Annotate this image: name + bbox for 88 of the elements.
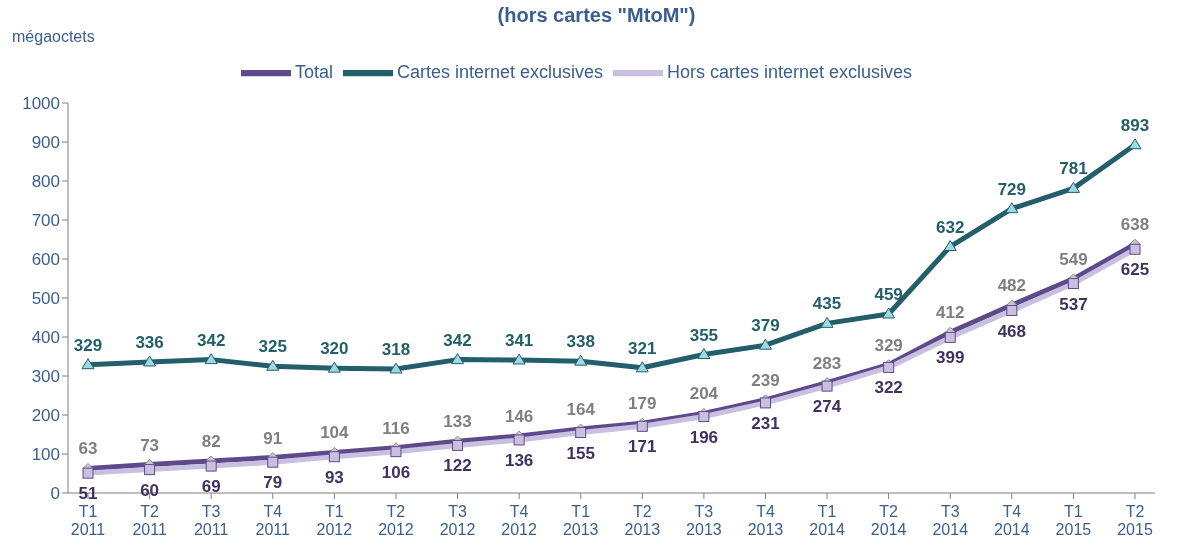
data-label: 122 bbox=[443, 456, 472, 476]
data-label: 342 bbox=[443, 330, 472, 350]
x-tick-label: T4 2012 bbox=[501, 503, 538, 538]
data-label: 60 bbox=[140, 480, 160, 500]
data-label: 93 bbox=[324, 467, 344, 487]
data-label: 136 bbox=[504, 451, 534, 471]
data-label: 549 bbox=[1059, 249, 1088, 269]
x-tick-label: T3 2014 bbox=[932, 503, 969, 538]
y-tick-label: 400 bbox=[31, 328, 60, 348]
y-tick-label: 500 bbox=[31, 289, 60, 309]
x-tick-label: T1 2015 bbox=[1055, 503, 1092, 538]
data-label: 321 bbox=[628, 338, 657, 358]
x-tick-label: T2 2014 bbox=[870, 503, 907, 538]
data-label: 341 bbox=[504, 331, 534, 351]
data-label: 399 bbox=[936, 348, 965, 368]
data-label: 320 bbox=[320, 339, 349, 359]
x-tick-label: T4 2014 bbox=[994, 503, 1030, 538]
y-tick-label: 200 bbox=[31, 406, 60, 426]
x-tick-label: T4 2011 bbox=[255, 503, 291, 538]
data-label: 435 bbox=[812, 294, 842, 314]
x-tick-label: T1 2013 bbox=[562, 503, 599, 538]
y-tick-label: 700 bbox=[31, 211, 60, 231]
data-label: 482 bbox=[997, 276, 1027, 296]
legend-label: Total bbox=[294, 61, 333, 82]
data-label: 146 bbox=[504, 407, 534, 427]
data-label: 338 bbox=[566, 332, 595, 352]
x-tick-label: T2 2015 bbox=[1117, 503, 1153, 538]
data-label: 179 bbox=[628, 394, 657, 414]
y-tick-label: 600 bbox=[31, 250, 60, 270]
x-tick-label: T2 2011 bbox=[132, 503, 167, 538]
x-tick-label: T1 2014 bbox=[809, 503, 845, 538]
data-label: 355 bbox=[689, 325, 719, 345]
data-label: 231 bbox=[751, 413, 780, 433]
y-tick-label: 300 bbox=[31, 367, 60, 387]
data-label: 51 bbox=[78, 484, 98, 504]
y-axis-title: mégaoctets bbox=[12, 28, 95, 46]
data-label: 239 bbox=[751, 370, 780, 390]
data-label: 73 bbox=[140, 435, 160, 455]
data-label: 69 bbox=[201, 477, 221, 497]
data-label: 171 bbox=[628, 437, 657, 457]
data-label: 322 bbox=[874, 378, 903, 398]
data-label: 336 bbox=[135, 332, 164, 352]
data-label: 133 bbox=[443, 412, 472, 432]
data-label: 79 bbox=[263, 473, 283, 493]
data-label: 274 bbox=[812, 397, 842, 417]
x-tick-label: T2 2012 bbox=[378, 503, 414, 538]
data-label: 318 bbox=[381, 339, 411, 359]
data-label: 106 bbox=[381, 462, 411, 482]
data-label: 325 bbox=[258, 337, 287, 357]
x-tick-label: T1 2011 bbox=[70, 503, 106, 538]
data-label: 204 bbox=[689, 384, 719, 404]
y-tick-label: 1000 bbox=[22, 94, 60, 114]
y-tick-label: 100 bbox=[31, 445, 60, 465]
x-tick-label: T3 2011 bbox=[193, 503, 229, 538]
chart-title: (hors cartes "MtoM") bbox=[496, 4, 697, 27]
data-label: 638 bbox=[1120, 215, 1150, 235]
data-label: 91 bbox=[263, 428, 283, 448]
x-tick-label: T4 2013 bbox=[747, 503, 784, 538]
data-label: 632 bbox=[936, 217, 965, 237]
data-label: 104 bbox=[320, 423, 350, 443]
data-label: 63 bbox=[78, 439, 98, 459]
data-label: 459 bbox=[874, 284, 903, 304]
data-label: 196 bbox=[689, 427, 719, 447]
y-tick-label: 900 bbox=[31, 133, 60, 153]
data-label: 283 bbox=[812, 353, 842, 373]
data-label: 781 bbox=[1059, 159, 1088, 179]
data-label: 155 bbox=[566, 443, 595, 463]
data-label: 537 bbox=[1059, 294, 1088, 314]
x-tick-label: T1 2012 bbox=[316, 503, 353, 538]
legend-label: Cartes internet exclusives bbox=[396, 61, 604, 82]
data-label: 342 bbox=[196, 330, 226, 350]
data-label: 412 bbox=[936, 303, 965, 323]
legend-label: Hors cartes internet exclusives bbox=[667, 61, 913, 82]
data-label: 164 bbox=[566, 400, 596, 420]
data-label: 329 bbox=[874, 335, 903, 355]
data-label: 379 bbox=[751, 316, 780, 336]
data-label: 893 bbox=[1120, 115, 1150, 135]
data-label: 729 bbox=[997, 179, 1027, 199]
y-tick-label: 0 bbox=[50, 484, 60, 504]
x-tick-label: T3 2013 bbox=[686, 503, 722, 538]
data-label: 82 bbox=[201, 432, 221, 452]
x-tick-label: T3 2012 bbox=[439, 503, 476, 538]
data-label: 116 bbox=[382, 418, 410, 438]
x-tick-label: T2 2013 bbox=[624, 503, 661, 538]
data-label: 625 bbox=[1120, 260, 1150, 280]
data-label: 468 bbox=[997, 321, 1027, 341]
data-label: 329 bbox=[73, 335, 103, 355]
y-tick-label: 800 bbox=[31, 172, 60, 192]
